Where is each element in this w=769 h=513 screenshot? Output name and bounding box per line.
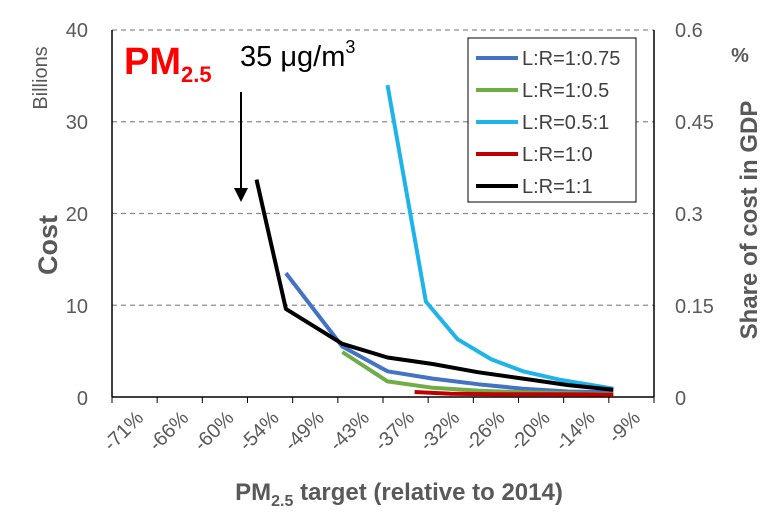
left-y-tick-labels: 0 10 20 30 40 bbox=[66, 20, 88, 410]
x-tick-label: -43% bbox=[325, 407, 374, 456]
pm25-label-sub: 2.5 bbox=[181, 62, 212, 87]
x-axis-title: PM2.5 target (relative to 2014) bbox=[235, 479, 563, 510]
series-lines bbox=[254, 84, 614, 397]
left-y-tick: 10 bbox=[66, 296, 88, 318]
legend-label: L:R=1:0.5 bbox=[522, 80, 609, 102]
legend-label: L:R=1:0 bbox=[522, 144, 593, 166]
target-value-text: 35 μg/m bbox=[240, 41, 345, 73]
right-y-tick: 0.3 bbox=[675, 204, 703, 226]
legend-label: L:R=0.5:1 bbox=[522, 112, 609, 134]
legend-label: L:R=1:0.75 bbox=[522, 48, 620, 70]
right-y-tick: 0.45 bbox=[675, 112, 714, 134]
right-y-axis-title: Share of cost in GDP bbox=[736, 101, 763, 340]
right-y-tick: 0.6 bbox=[675, 20, 703, 42]
legend: L:R=1:0.75 L:R=1:0.5 L:R=0.5:1 L:R=1:0 L… bbox=[467, 37, 637, 203]
x-axis-title-rest: target (relative to 2014) bbox=[293, 479, 562, 506]
x-tick-label: -37% bbox=[371, 407, 420, 456]
left-y-tick: 30 bbox=[66, 112, 88, 134]
right-y-axis-unit: % bbox=[731, 45, 749, 67]
series-line bbox=[284, 271, 614, 395]
x-tick-label: -71% bbox=[100, 407, 149, 456]
x-tick-label: -66% bbox=[145, 407, 194, 456]
left-y-tick: 0 bbox=[77, 388, 88, 410]
x-tick-label: -9% bbox=[604, 407, 645, 448]
legend-label: L:R=1:1 bbox=[522, 176, 593, 198]
right-y-tick-labels: 0 0.15 0.3 0.45 0.6 bbox=[675, 20, 714, 410]
series-line bbox=[254, 179, 614, 392]
target-value-label: 35 μg/m3 bbox=[240, 37, 355, 73]
x-axis-title-main: PM bbox=[235, 479, 271, 506]
left-y-tick: 40 bbox=[66, 20, 88, 42]
gridlines bbox=[112, 29, 654, 306]
pm25-label: PM2.5 bbox=[124, 41, 212, 87]
x-axis-title-sub: 2.5 bbox=[271, 493, 293, 510]
series-line bbox=[414, 390, 614, 397]
x-tick-label: -54% bbox=[235, 407, 284, 456]
x-tick-labels: -71%-66%-60%-54%-49%-43%-37%-32%-26%-20%… bbox=[100, 407, 646, 456]
x-tick-label: -14% bbox=[551, 407, 600, 456]
pm25-label-main: PM bbox=[124, 41, 181, 83]
left-y-axis-unit: Billions bbox=[30, 46, 52, 109]
target-value-sup: 3 bbox=[345, 37, 355, 57]
x-tick-label: -20% bbox=[506, 407, 555, 456]
right-y-tick: 0.15 bbox=[675, 296, 714, 318]
x-tick-label: -49% bbox=[280, 407, 329, 456]
left-y-tick: 20 bbox=[66, 204, 88, 226]
x-tick-label: -26% bbox=[461, 407, 510, 456]
target-arrow bbox=[234, 92, 248, 202]
series-line bbox=[385, 84, 614, 391]
left-y-axis-title: Cost bbox=[33, 215, 63, 275]
x-tick-label: -60% bbox=[190, 407, 239, 456]
right-y-tick: 0 bbox=[675, 388, 686, 410]
axes bbox=[111, 30, 655, 403]
x-tick-label: -32% bbox=[416, 407, 465, 456]
